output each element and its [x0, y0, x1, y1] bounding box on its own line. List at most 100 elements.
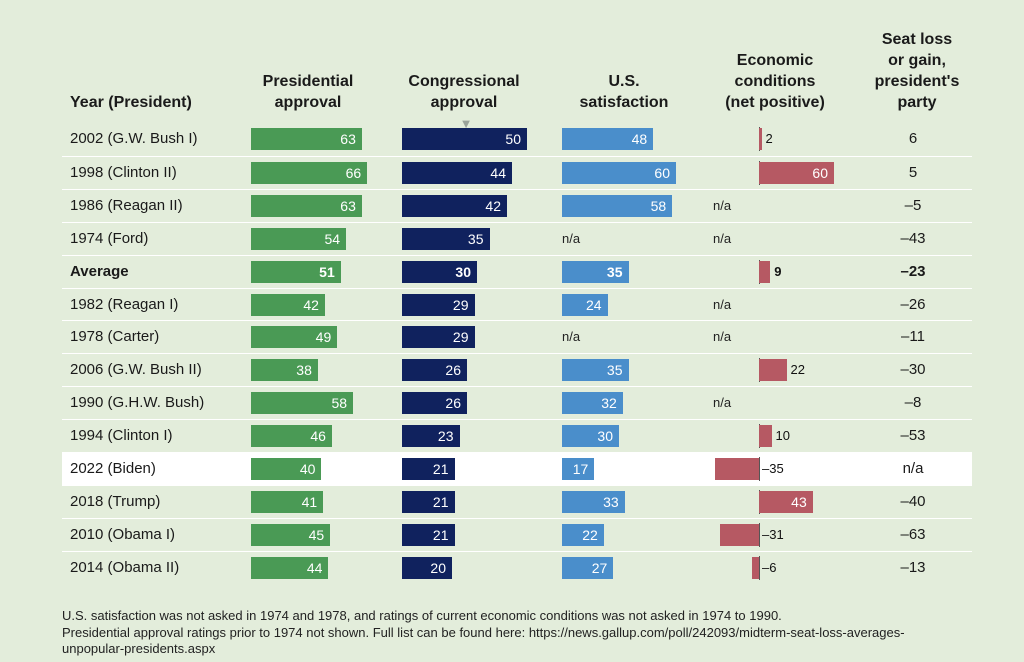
presidential-approval-bar	[251, 523, 331, 546]
us-satisfaction-bar	[562, 194, 673, 217]
year-label: 1986 (Reagan II)	[70, 196, 183, 214]
congressional-approval-value: 29	[452, 329, 469, 346]
economic-conditions-value: 9	[774, 263, 782, 279]
presidential-approval-bar	[251, 425, 332, 448]
presidential-approval-value: 66	[345, 164, 362, 181]
economic-conditions-value: 60	[812, 164, 828, 181]
header-us-satisfaction[interactable]: U.S. satisfaction	[579, 73, 669, 111]
congressional-approval-value: 23	[437, 428, 454, 445]
us-satisfaction-value: 27	[591, 559, 608, 576]
congressional-approval-bar	[402, 260, 477, 283]
us-satisfaction-bar	[562, 458, 595, 480]
economic-conditions-bar	[759, 425, 772, 448]
header-presidential-approval[interactable]: Presidential approval	[262, 73, 354, 111]
congressional-approval-bar	[402, 161, 512, 184]
table-row[interactable]: 1974 (Ford) 54 35 n/a n/a –43	[62, 221, 972, 256]
table-row[interactable]: 1982 (Reagan I) 42 29 24 n/a –26	[62, 287, 972, 322]
presidential-approval-value: 63	[340, 131, 356, 147]
table-row[interactable]: 2014 (Obama II) 44 20 27 –6 –13	[62, 550, 972, 585]
us-satisfaction-bar	[562, 359, 629, 382]
presidential-approval-value: 38	[296, 362, 312, 379]
table-row[interactable]: 1986 (Reagan II) 63 42 58 n/a –5	[62, 188, 972, 223]
header-year: Year (President)	[70, 94, 192, 111]
presidential-approval-bar	[251, 161, 368, 184]
us-satisfaction-value: 48	[631, 131, 648, 147]
average-row[interactable]: Average 51 30 35 9 –23	[62, 254, 972, 289]
presidential-approval-value: 41	[301, 493, 318, 510]
year-label: 1974 (Ford)	[70, 229, 149, 247]
presidential-approval-bar	[251, 392, 354, 415]
footnote-line: unpopular-presidents.aspx	[62, 641, 216, 656]
economic-conditions-bar	[715, 458, 759, 480]
header-economic-conditions[interactable]: Economic conditions (net positive)	[725, 52, 825, 111]
us-satisfaction-value: 30	[597, 428, 613, 445]
seat-change-value: –11	[901, 328, 925, 346]
economic-conditions-value: 43	[791, 493, 807, 510]
us-satisfaction-value: 60	[654, 164, 670, 181]
presidential-approval-bar	[251, 260, 341, 283]
us-satisfaction-bar	[562, 293, 608, 316]
economic-conditions-bar	[720, 523, 759, 546]
congressional-approval-value: 20	[430, 559, 446, 576]
footnote-line: U.S. satisfaction was not asked in 1974 …	[62, 608, 782, 623]
congressional-approval-value: 26	[445, 395, 461, 412]
congressional-approval-bar	[402, 556, 452, 579]
economic-conditions-value: –35	[762, 461, 784, 476]
us-satisfaction-na: n/a	[562, 329, 581, 345]
year-label: 1978 (Carter)	[70, 328, 160, 346]
presidential-approval-bar	[251, 227, 347, 250]
year-label: 1990 (G.H.W. Bush)	[70, 394, 205, 412]
header-seat-change[interactable]: Seat loss or gain, president's party	[874, 31, 960, 111]
table-row[interactable]: 1990 (G.H.W. Bush) 58 26 32 n/a –8	[62, 386, 972, 420]
economic-conditions-value: –31	[762, 526, 784, 542]
seat-change-value: –63	[900, 525, 926, 543]
year-label: 1982 (Reagan I)	[70, 295, 179, 313]
header-congressional-approval[interactable]: Congressional approval ▼	[394, 71, 534, 134]
table-row[interactable]: 2022 (Biden) 40 21 17 –35 n/a	[62, 452, 972, 486]
economic-conditions-bar	[759, 359, 787, 382]
seat-change-value: 6	[908, 130, 918, 147]
table-row[interactable]: 2006 (G.W. Bush II) 38 26 35 22 –30	[62, 353, 972, 387]
year-label: 2018 (Trump)	[70, 492, 161, 510]
us-satisfaction-na: n/a	[562, 230, 581, 246]
congressional-approval-bar	[402, 523, 455, 546]
congressional-approval-bar	[402, 359, 467, 382]
us-satisfaction-bar	[562, 425, 619, 448]
table-row[interactable]: 1978 (Carter) 49 29 n/a n/a –11	[62, 320, 972, 354]
presidential-approval-bar	[251, 458, 322, 480]
year-label: 1994 (Clinton I)	[70, 427, 173, 445]
presidential-approval-bar	[251, 293, 325, 316]
us-satisfaction-bar	[562, 260, 629, 283]
seat-change-value: –8	[904, 394, 922, 412]
table-row[interactable]: 2010 (Obama I) 45 21 22 –31 –63	[62, 517, 972, 552]
table-row[interactable]: 2002 (G.W. Bush I) 63 50 48 2 6	[62, 123, 972, 156]
year-label: 2022 (Biden)	[70, 460, 156, 477]
sort-down-icon[interactable]: ▼	[459, 116, 473, 131]
economic-axis	[759, 457, 760, 481]
economic-conditions-bar	[759, 260, 771, 283]
seat-change-value: –5	[904, 196, 922, 214]
congressional-approval-value: 42	[485, 197, 501, 214]
congressional-approval-bar	[402, 293, 475, 316]
table-row[interactable]: 1998 (Clinton II) 66 44 60 60 5	[62, 155, 972, 190]
economic-conditions-bar	[751, 556, 759, 579]
economic-conditions-na: n/a	[713, 197, 732, 213]
seat-change-value: –23	[900, 262, 926, 280]
seat-change-value: –43	[900, 229, 926, 247]
congressional-approval-bar	[402, 326, 475, 349]
year-label: 2010 (Obama I)	[70, 525, 176, 543]
presidential-approval-bar	[251, 128, 362, 150]
presidential-approval-value: 63	[340, 197, 356, 214]
economic-conditions-bar	[759, 490, 813, 513]
seat-change-value: –40	[900, 492, 926, 510]
congressional-approval-bar	[402, 392, 467, 415]
presidential-approval-value: 58	[331, 395, 348, 412]
economic-conditions-value: 2	[765, 131, 773, 146]
congressional-approval-value: 50	[505, 131, 521, 147]
table-row[interactable]: 2018 (Trump) 41 21 33 43 –40	[62, 484, 972, 519]
economic-axis	[759, 522, 760, 547]
year-label: 1998 (Clinton II)	[70, 163, 177, 181]
seat-change-value: n/a	[902, 460, 924, 477]
congressional-approval-bar	[402, 490, 455, 513]
table-row[interactable]: 1994 (Clinton I) 46 23 30 10 –53	[62, 419, 972, 453]
